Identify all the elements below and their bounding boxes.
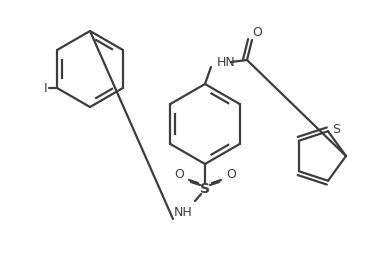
Text: HN: HN: [217, 56, 236, 69]
Text: O: O: [226, 167, 236, 181]
Text: I: I: [43, 82, 47, 94]
Text: NH: NH: [174, 207, 193, 219]
Text: S: S: [332, 123, 340, 136]
Text: S: S: [200, 182, 210, 196]
Text: O: O: [252, 25, 262, 39]
Text: O: O: [174, 167, 184, 181]
